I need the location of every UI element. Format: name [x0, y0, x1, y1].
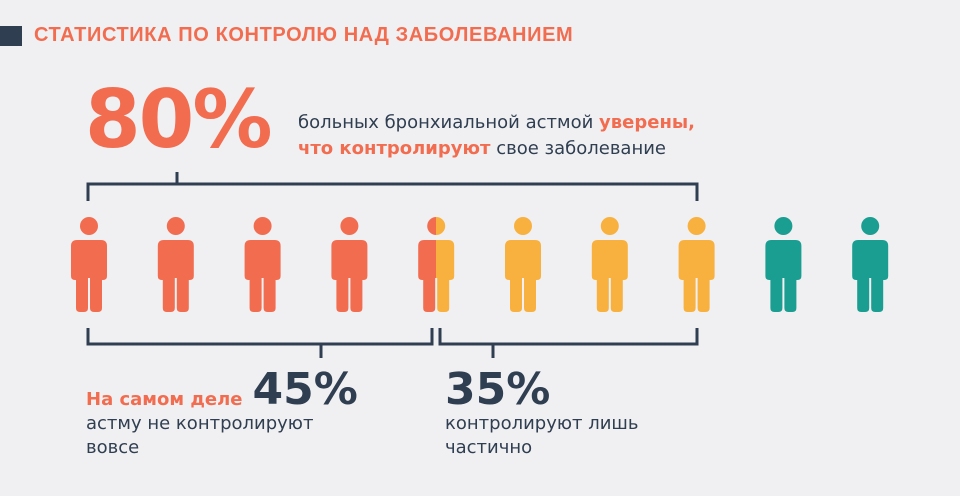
person-head: [253, 217, 272, 235]
bracket-bottom-35: [438, 328, 699, 358]
person-head: [514, 217, 532, 235]
person-body: [765, 240, 802, 312]
person-head: [427, 217, 446, 235]
person-body: [591, 240, 628, 312]
stat-left-line2: вовсе: [86, 437, 140, 458]
header-accent-bar: [0, 26, 22, 46]
stat-right-percent: 35%: [445, 364, 551, 415]
person-body: [678, 240, 715, 312]
stat-left-lead: На самом деле: [86, 389, 243, 410]
person-icon-5: [418, 217, 455, 312]
person-body: [505, 240, 541, 312]
person-body: [418, 240, 455, 312]
person-head: [166, 217, 185, 235]
person-body: [244, 240, 281, 312]
stat-left-percent: 45%: [252, 364, 358, 415]
person-body: [71, 240, 107, 312]
person-icon-9: [765, 217, 802, 312]
headline-text-before: больных бронхиальной астмой: [298, 112, 600, 133]
person-body: [331, 240, 368, 312]
person-icon-1: [71, 217, 107, 312]
headline-highlight-1: уверены,: [599, 112, 695, 133]
stat-not-controlled: На самом деле 45% астму не контролируют …: [86, 368, 358, 460]
person-head: [80, 217, 98, 235]
person-body: [852, 240, 889, 312]
person-head: [774, 217, 793, 235]
person-head: [687, 217, 706, 235]
person-icon-2: [157, 217, 194, 312]
headline-description: больных бронхиальной астмой уверены, что…: [298, 110, 695, 162]
brackets: [86, 172, 699, 358]
stat-right-line2: частично: [445, 437, 533, 458]
person-head: [340, 217, 359, 235]
person-icon-6: [505, 217, 541, 312]
person-icon-10: [852, 217, 889, 312]
person-head: [861, 217, 880, 235]
bracket-bottom-45: [86, 328, 434, 358]
person-body: [157, 240, 194, 312]
stat-left-line1: астму не контролируют: [86, 413, 314, 434]
person-head: [600, 217, 619, 235]
person-icon-8: [678, 217, 715, 312]
headline-percent: 80%: [85, 73, 272, 166]
headline-highlight-2: что контролируют: [298, 138, 491, 159]
person-icon-3: [244, 217, 281, 312]
bracket-top-80: [86, 172, 699, 201]
stat-partially-controlled: 35% контролируют лишь частично: [445, 368, 639, 460]
person-icon-7: [591, 217, 628, 312]
stat-right-line1: контролируют лишь: [445, 413, 639, 434]
person-icon-4: [331, 217, 368, 312]
headline-text-after: свое заболевание: [490, 138, 666, 159]
people-group: [71, 217, 889, 312]
page-title: СТАТИСТИКА ПО КОНТРОЛЮ НАД ЗАБОЛЕВАНИЕМ: [34, 24, 574, 46]
